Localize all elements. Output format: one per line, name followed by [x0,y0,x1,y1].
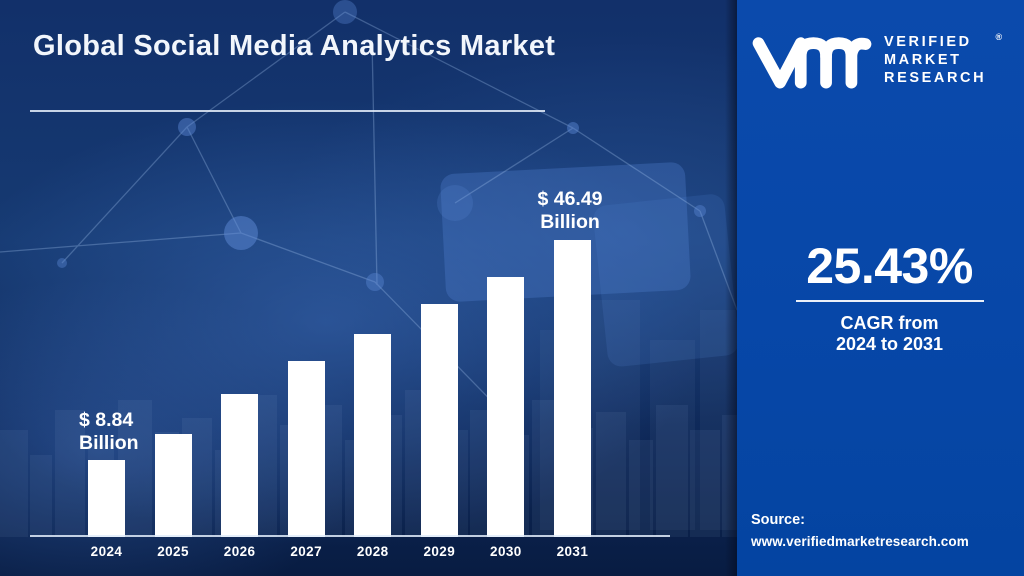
bar-slot-2030: 2030 [487,240,525,559]
vmr-monogram-icon [752,37,872,89]
year-label-2027: 2027 [290,544,323,559]
brand-name-line: RESEARCH [884,70,987,86]
source-block: Source: www.verifiedmarketresearch.com [751,510,969,552]
cagr-value: 25.43% [806,238,973,294]
bar-2030 [487,277,525,537]
bar-2024 [88,460,125,537]
cagr-caption-line2: 2024 to 2031 [835,334,944,354]
bar-2031 [553,240,591,537]
brand-name-line: VERIFIED [884,34,972,50]
brand-name: VERIFIED MARKET RESEARCH ® [884,32,1002,87]
bar-slot-2029: 2029 [420,240,458,559]
info-side-panel: VERIFIED MARKET RESEARCH ® 25.43% CAGR f… [737,0,1024,576]
page-title: Global Social Media Analytics Market [33,30,556,62]
bar-slot-2027: 2027 [287,240,325,559]
source-label: Source: [751,512,805,528]
bar-2027 [287,360,325,537]
bar-2029 [420,304,458,537]
start-value-unit: Billion [79,432,139,454]
year-label-2029: 2029 [423,544,456,559]
source-url-link[interactable]: www.verifiedmarketresearch.com [751,534,969,549]
bar-slot-2028: 2028 [354,240,392,559]
bar-slot-2024: 2024 [88,240,125,559]
end-value-unit: Billion [540,211,600,233]
bar-2028 [354,333,392,537]
metric-divider [795,300,984,302]
bar-2025 [154,433,192,537]
x-axis-line [30,535,670,537]
year-label-2026: 2026 [223,544,256,559]
start-value-amount: $ 8.84 [79,409,134,431]
brand-name-line: MARKET [884,52,962,68]
cagr-caption-line1: CAGR from [840,313,939,333]
year-label-2028: 2028 [356,544,389,559]
year-label-2030: 2030 [490,544,522,559]
bar-slot-2025: 2025 [154,240,192,559]
title-underline [30,110,545,112]
bar-slot-2026: 2026 [221,240,259,559]
brand-logo: VERIFIED MARKET RESEARCH ® [751,30,1002,92]
cagr-metric: 25.43% CAGR from 2024 to 2031 [746,240,1024,355]
bar-slot-2031: 2031 [553,240,591,559]
registered-trademark-icon: ® [995,32,1003,42]
year-label-2025: 2025 [157,544,189,559]
year-label-2031: 2031 [556,544,589,559]
start-value-label: $ 8.84 Billion [79,409,139,455]
end-value-label: $ 46.49 Billion [506,188,634,234]
year-label-2024: 2024 [90,544,123,559]
bars: 2024 2025 2026 2027 2028 2029 2030 2031 [88,240,591,559]
market-chart-section: Global Social Media Analytics Market $ 8… [0,0,737,576]
end-value-amount: $ 46.49 [537,188,603,210]
bar-2026 [221,394,259,537]
